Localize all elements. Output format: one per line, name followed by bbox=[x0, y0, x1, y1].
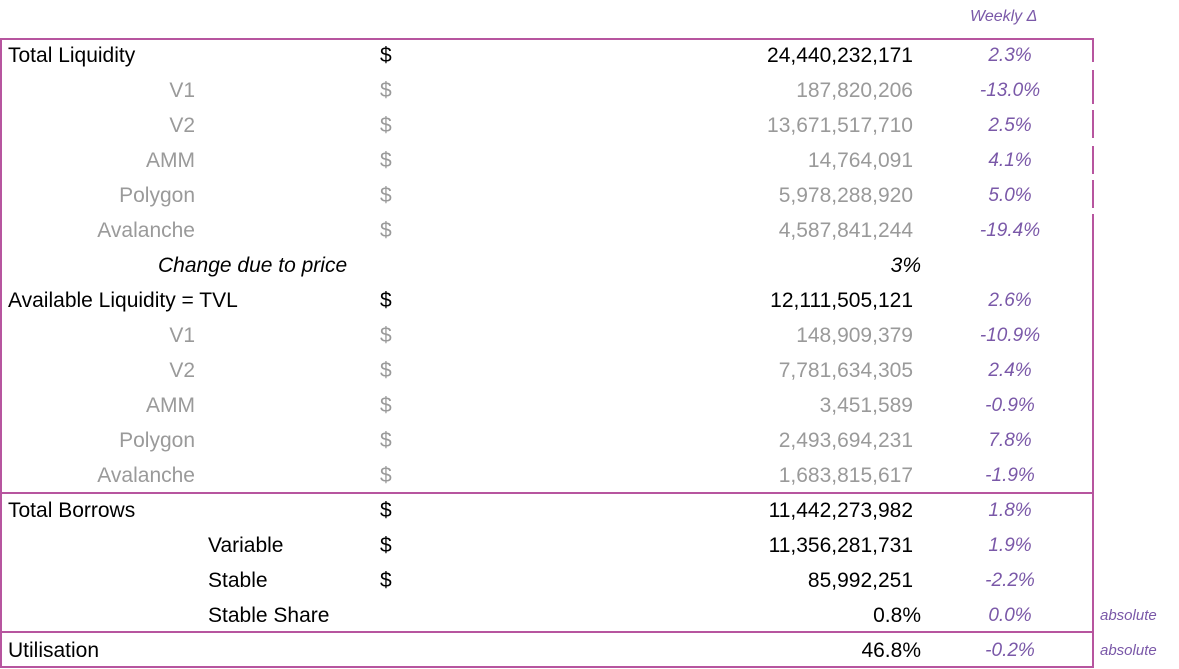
available-v2-row: V2 $ 7,781,634,305 2.4% bbox=[0, 353, 1179, 388]
liquidity-amm-label: AMM bbox=[146, 149, 195, 172]
liquidity-v1-label: V1 bbox=[169, 79, 195, 102]
available-avalanche-value: 1,683,815,617 bbox=[778, 464, 913, 487]
currency-symbol: $ bbox=[380, 359, 392, 382]
currency-symbol: $ bbox=[380, 569, 392, 592]
liquidity-amm-value: 14,764,091 bbox=[807, 149, 913, 172]
utilisation-box bbox=[0, 631, 1094, 668]
liquidity-amm-change: 4.1% bbox=[988, 150, 1032, 171]
stable-share-label: Stable Share bbox=[208, 604, 330, 627]
stable-share-row: Stable Share 0.8% 0.0% absolute bbox=[0, 598, 1179, 633]
currency-symbol: $ bbox=[380, 499, 392, 522]
available-v2-change: 2.4% bbox=[988, 360, 1032, 381]
available-liquidity-label: Available Liquidity = TVL bbox=[8, 289, 238, 312]
stable-share-change: 0.0% bbox=[988, 605, 1032, 626]
currency-symbol: $ bbox=[380, 429, 392, 452]
utilisation-value: 46.8% bbox=[861, 639, 921, 662]
stable-share-value: 0.8% bbox=[873, 604, 921, 627]
available-v2-value: 7,781,634,305 bbox=[778, 359, 913, 382]
available-v1-label: V1 bbox=[169, 324, 195, 347]
currency-symbol: $ bbox=[380, 289, 392, 312]
stable-change: -2.2% bbox=[985, 570, 1035, 591]
variable-value: 11,356,281,731 bbox=[768, 534, 913, 557]
currency-symbol: $ bbox=[380, 464, 392, 487]
liquidity-v1-row: V1 $ 187,820,206 -13.0% bbox=[0, 73, 1179, 108]
available-polygon-label: Polygon bbox=[119, 429, 195, 452]
available-polygon-change: 7.8% bbox=[988, 430, 1032, 451]
total-borrows-change: 1.8% bbox=[988, 500, 1032, 521]
liquidity-avalanche-label: Avalanche bbox=[97, 219, 195, 242]
currency-symbol: $ bbox=[380, 184, 392, 207]
border-segment bbox=[1092, 180, 1094, 208]
currency-symbol: $ bbox=[380, 114, 392, 137]
liquidity-avalanche-change: -19.4% bbox=[979, 220, 1041, 241]
border-segment bbox=[1092, 214, 1094, 494]
liquidity-v2-row: V2 $ 13,671,517,710 2.5% bbox=[0, 108, 1179, 143]
currency-symbol: $ bbox=[380, 149, 392, 172]
liquidity-polygon-row: Polygon $ 5,978,288,920 5.0% bbox=[0, 178, 1179, 213]
liquidity-v2-value: 13,671,517,710 bbox=[767, 114, 913, 137]
total-borrows-value: 11,442,273,982 bbox=[768, 499, 913, 522]
available-amm-change: -0.9% bbox=[985, 395, 1035, 416]
available-amm-label: AMM bbox=[146, 394, 195, 417]
price-change-value: 3% bbox=[890, 254, 921, 277]
liquidity-polygon-change: 5.0% bbox=[988, 185, 1032, 206]
currency-symbol: $ bbox=[380, 394, 392, 417]
currency-symbol: $ bbox=[380, 534, 392, 557]
border-segment bbox=[1092, 40, 1094, 62]
currency-symbol: $ bbox=[380, 79, 392, 102]
available-v2-label: V2 bbox=[169, 359, 195, 382]
liquidity-polygon-label: Polygon bbox=[119, 184, 195, 207]
utilisation-absolute-note: absolute bbox=[1100, 642, 1157, 659]
available-avalanche-row: Avalanche $ 1,683,815,617 -1.9% bbox=[0, 458, 1179, 493]
liquidity-v2-change: 2.5% bbox=[988, 115, 1032, 136]
utilisation-change: -0.2% bbox=[985, 640, 1035, 661]
border-segment bbox=[1092, 146, 1094, 174]
utilisation-label: Utilisation bbox=[8, 639, 100, 662]
border-segment bbox=[1092, 70, 1094, 104]
liquidity-v1-change: -13.0% bbox=[979, 80, 1041, 101]
liquidity-amm-row: AMM $ 14,764,091 4.1% bbox=[0, 143, 1179, 178]
available-amm-value: 3,451,589 bbox=[819, 394, 913, 417]
available-liquidity-change: 2.6% bbox=[988, 290, 1032, 311]
stable-value: 85,992,251 bbox=[807, 569, 913, 592]
variable-change: 1.9% bbox=[988, 535, 1032, 556]
liquidity-avalanche-value: 4,587,841,244 bbox=[778, 219, 913, 242]
currency-symbol: $ bbox=[380, 219, 392, 242]
available-amm-row: AMM $ 3,451,589 -0.9% bbox=[0, 388, 1179, 423]
total-borrows-row: Total Borrows $ 11,442,273,982 1.8% bbox=[0, 493, 1179, 528]
price-change-row: Change due to price 3% bbox=[0, 248, 1179, 283]
total-borrows-label: Total Borrows bbox=[8, 499, 136, 522]
available-liquidity-row: Available Liquidity = TVL $ 12,111,505,1… bbox=[0, 283, 1179, 318]
liquidity-v1-value: 187,820,206 bbox=[796, 79, 913, 102]
stable-share-absolute-note: absolute bbox=[1100, 607, 1157, 624]
liquidity-polygon-value: 5,978,288,920 bbox=[778, 184, 913, 207]
variable-borrows-row: Variable $ 11,356,281,731 1.9% bbox=[0, 528, 1179, 563]
price-change-label: Change due to price bbox=[158, 254, 348, 277]
border-segment bbox=[1092, 110, 1094, 138]
available-v1-row: V1 $ 148,909,379 -10.9% bbox=[0, 318, 1179, 353]
total-liquidity-value: 24,440,232,171 bbox=[767, 44, 913, 67]
currency-symbol: $ bbox=[380, 44, 392, 67]
available-polygon-row: Polygon $ 2,493,694,231 7.8% bbox=[0, 423, 1179, 458]
available-avalanche-label: Avalanche bbox=[97, 464, 195, 487]
weekly-delta-header: Weekly Δ bbox=[970, 8, 1038, 25]
available-avalanche-change: -1.9% bbox=[985, 465, 1035, 486]
total-liquidity-row: Total Liquidity $ 24,440,232,171 2.3% bbox=[0, 38, 1179, 73]
total-liquidity-change: 2.3% bbox=[988, 45, 1032, 66]
liquidity-avalanche-row: Avalanche $ 4,587,841,244 -19.4% bbox=[0, 213, 1179, 248]
liquidity-v2-label: V2 bbox=[169, 114, 195, 137]
stable-label: Stable bbox=[208, 569, 268, 592]
currency-symbol: $ bbox=[380, 324, 392, 347]
available-v1-value: 148,909,379 bbox=[796, 324, 913, 347]
available-v1-change: -10.9% bbox=[979, 325, 1041, 346]
available-polygon-value: 2,493,694,231 bbox=[778, 429, 913, 452]
variable-label: Variable bbox=[208, 534, 284, 557]
utilisation-row: Utilisation 46.8% -0.2% absolute bbox=[0, 633, 1179, 668]
available-liquidity-value: 12,111,505,121 bbox=[770, 289, 913, 312]
total-liquidity-label: Total Liquidity bbox=[8, 44, 136, 67]
stable-borrows-row: Stable $ 85,992,251 -2.2% bbox=[0, 563, 1179, 598]
